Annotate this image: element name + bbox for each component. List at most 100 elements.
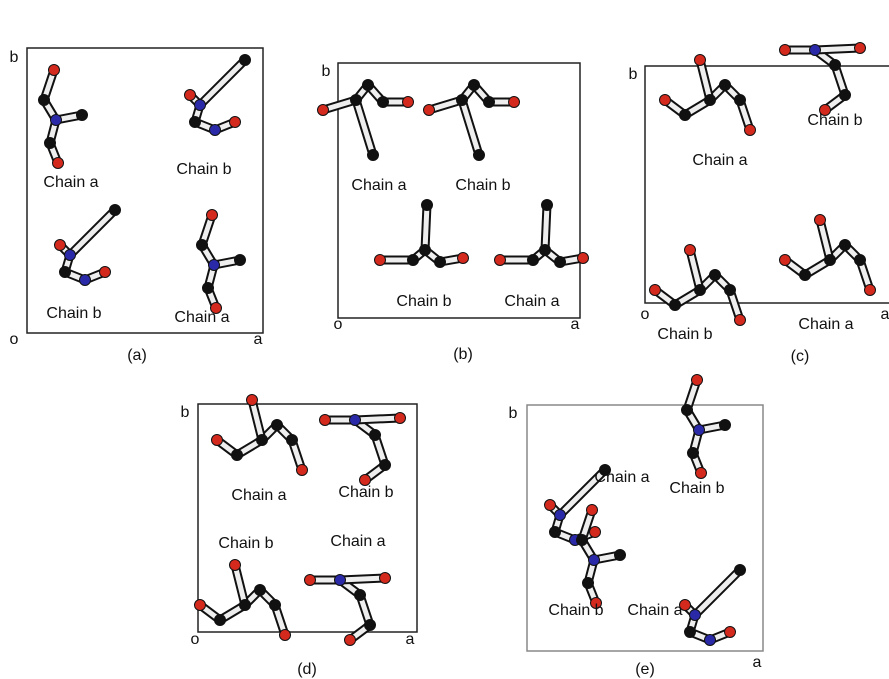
bond: [425, 205, 427, 250]
bond: [462, 100, 479, 155]
panel-caption: (d): [297, 661, 317, 678]
atom: [195, 600, 206, 611]
atom: [457, 95, 468, 106]
atom: [350, 415, 361, 426]
atom: [190, 117, 201, 128]
axis-label: a: [881, 306, 889, 323]
atom: [695, 285, 706, 296]
atom: [725, 627, 736, 638]
atom: [370, 430, 381, 441]
atom: [185, 90, 196, 101]
atom: [212, 435, 223, 446]
atom: [685, 627, 696, 638]
atom: [735, 565, 746, 576]
atom: [215, 615, 226, 626]
atom: [825, 255, 836, 266]
atom: [670, 300, 681, 311]
atom: [577, 535, 588, 546]
atom: [660, 95, 671, 106]
atom: [855, 43, 866, 54]
atom: [422, 200, 433, 211]
panel-caption: (c): [791, 348, 810, 365]
bond: [545, 205, 547, 250]
atom: [800, 270, 811, 281]
atom: [690, 610, 701, 621]
atom: [705, 95, 716, 106]
atom: [270, 600, 281, 611]
figure: boa(a)Chain aChain bChain bChain aboa(b)…: [0, 0, 889, 679]
chain-label: Chain b: [657, 326, 712, 343]
atom: [420, 245, 431, 256]
atom: [710, 270, 721, 281]
atom: [335, 575, 346, 586]
atom: [65, 250, 76, 261]
atom: [80, 275, 91, 286]
chain-label: Chain a: [594, 469, 649, 486]
atom: [280, 630, 291, 641]
chain-label: Chain b: [455, 177, 510, 194]
atom: [318, 105, 329, 116]
bond: [356, 100, 373, 155]
panel-caption: (a): [127, 347, 147, 364]
atom: [60, 267, 71, 278]
axis-label: o: [641, 306, 650, 323]
atom: [550, 527, 561, 538]
atom: [408, 255, 419, 266]
atom: [725, 285, 736, 296]
chain-label: Chain b: [46, 305, 101, 322]
atom: [680, 110, 691, 121]
atom: [363, 80, 374, 91]
atom: [375, 255, 386, 266]
atom: [720, 420, 731, 431]
atom: [815, 215, 826, 226]
bond: [70, 210, 115, 255]
atom: [705, 635, 716, 646]
axis-label: a: [753, 654, 762, 671]
chain-label: Chain a: [231, 487, 286, 504]
chain-label: Chain b: [396, 293, 451, 310]
axis-label: o: [10, 331, 19, 348]
atom: [403, 97, 414, 108]
atom: [528, 255, 539, 266]
atom: [77, 110, 88, 121]
atom: [469, 80, 480, 91]
axis-label: b: [10, 49, 19, 66]
chain-label: Chain a: [798, 316, 853, 333]
axis-label: a: [571, 316, 580, 333]
atom: [232, 450, 243, 461]
atom: [240, 600, 251, 611]
atom: [55, 240, 66, 251]
atom: [197, 240, 208, 251]
axis-label: o: [191, 631, 200, 648]
atom: [509, 97, 520, 108]
atom: [474, 150, 485, 161]
atom: [207, 210, 218, 221]
atom: [345, 635, 356, 646]
atom: [272, 420, 283, 431]
atom: [555, 257, 566, 268]
atom: [810, 45, 821, 56]
panel-caption: (e): [635, 661, 655, 678]
axis-label: o: [334, 316, 343, 333]
atom: [297, 465, 308, 476]
atom: [368, 150, 379, 161]
bond: [355, 418, 400, 420]
chain-label: Chain b: [218, 535, 273, 552]
atom: [235, 255, 246, 266]
atom: [720, 80, 731, 91]
atom: [305, 575, 316, 586]
atom: [589, 555, 600, 566]
atom: [100, 267, 111, 278]
atom: [203, 283, 214, 294]
atom: [209, 260, 220, 271]
chain-label: Chain a: [504, 293, 559, 310]
atom: [395, 413, 406, 424]
atom: [840, 90, 851, 101]
atom: [578, 253, 589, 264]
chain-label: Chain a: [692, 152, 747, 169]
bond: [815, 48, 860, 50]
atom: [287, 435, 298, 446]
atom: [49, 65, 60, 76]
chain-label: Chain b: [669, 480, 724, 497]
axis-label: a: [254, 331, 263, 348]
